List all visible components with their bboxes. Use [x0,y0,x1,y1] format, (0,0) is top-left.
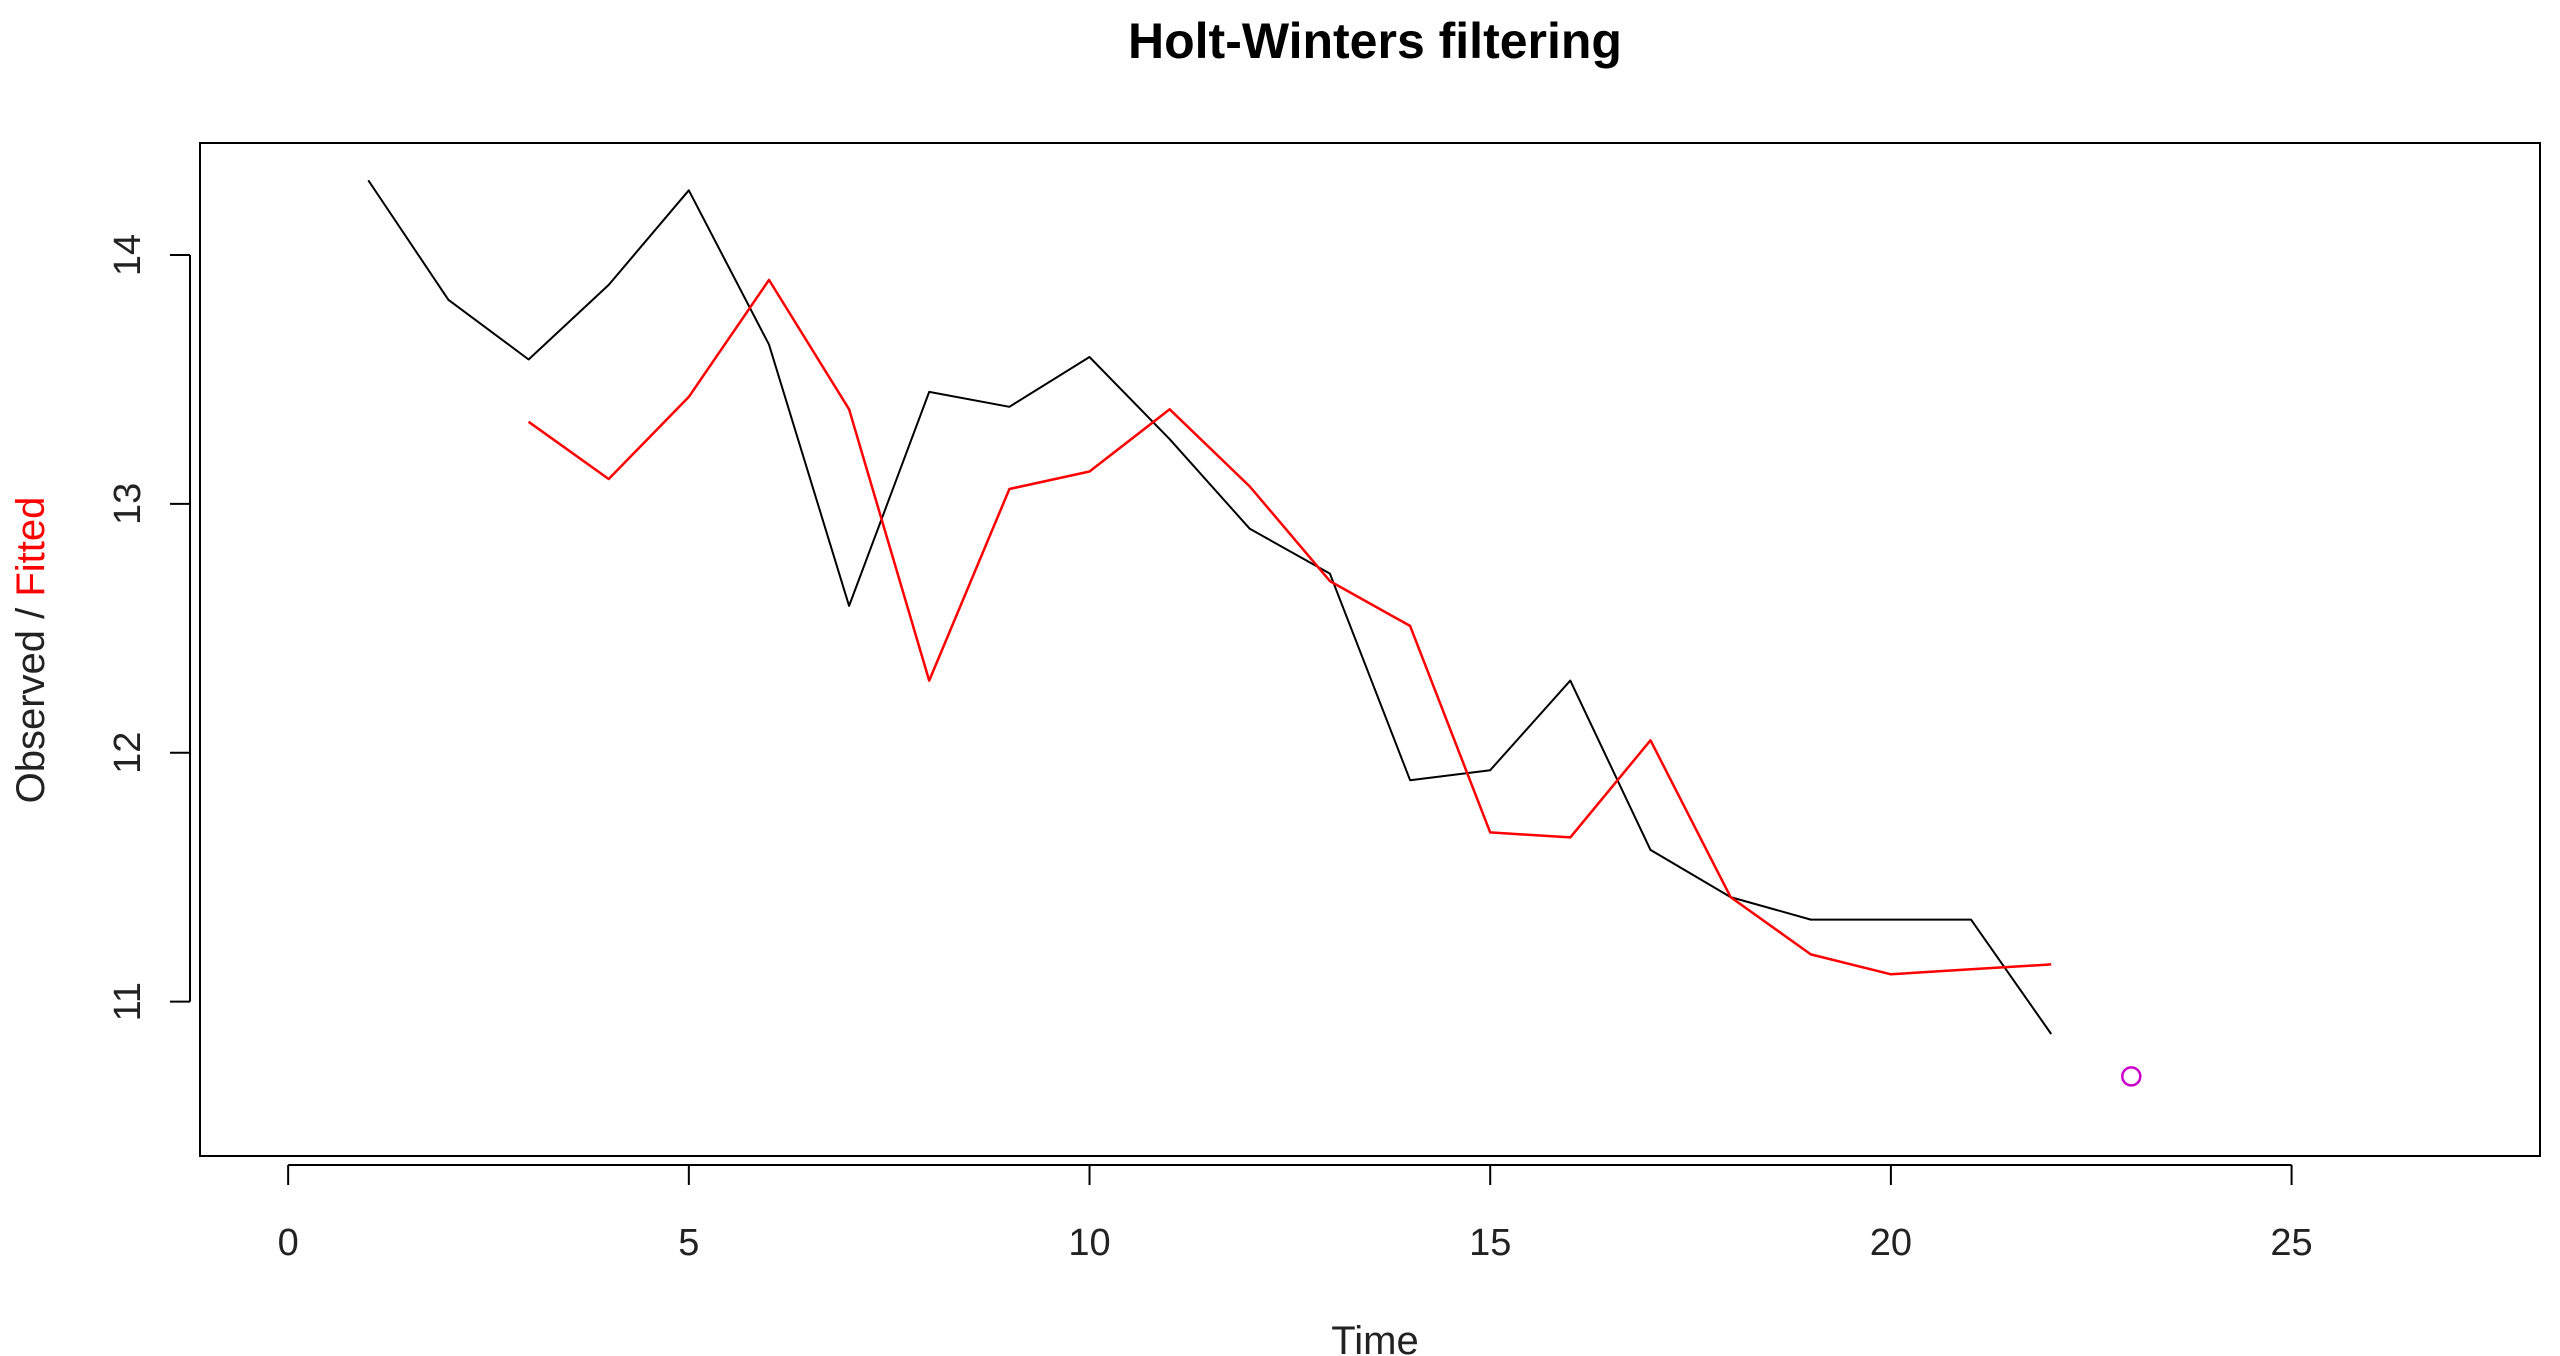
y-label-observed: Observed [9,630,53,803]
y-label-fitted: Fitted [9,497,53,597]
y-tick-label: 12 [107,732,149,774]
fitted-series-line [527,278,2052,976]
y-tick-label: 11 [107,982,149,1021]
x-tick-label: 0 [278,1222,299,1264]
y-tick-label: 13 [107,483,149,525]
x-axis: 0 5 10 15 20 25 [278,1164,2313,1264]
chart-title: Holt-Winters filtering [1128,13,1622,69]
x-tick-label: 25 [2270,1222,2312,1264]
y-label-separator: / [9,597,53,630]
y-axis: 11 12 13 14 [107,234,191,1021]
y-tick-label: 14 [107,234,149,276]
x-axis-label: Time [1331,1319,1418,1356]
plot-frame [199,142,2541,1157]
x-tick-label: 20 [1870,1222,1912,1264]
observed-series-line [367,179,2053,1035]
y-axis-label: Observed / Fitted [9,497,53,804]
prediction-point [2121,1066,2142,1087]
x-tick-label: 10 [1068,1222,1110,1264]
series-layer [367,179,2142,1087]
x-tick-label: 5 [678,1222,699,1264]
x-tick-label: 15 [1469,1222,1511,1264]
